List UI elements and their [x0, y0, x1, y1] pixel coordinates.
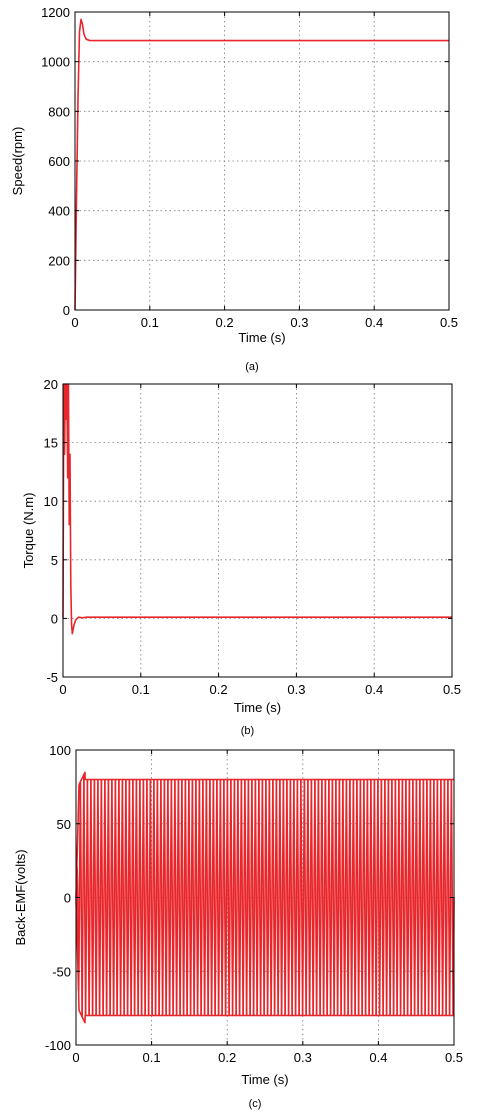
y-axis-label: Torque (N.m)	[21, 493, 36, 569]
y-axis-label: Back-EMF(volts)	[13, 849, 28, 945]
x-tick-label: 0.5	[440, 315, 458, 330]
x-tick-label: 0.3	[294, 1050, 312, 1065]
y-tick-label: -5	[46, 670, 58, 685]
y-tick-label: -50	[52, 964, 71, 979]
y-tick-label: 5	[51, 553, 58, 568]
series-line-2	[75, 773, 455, 1017]
x-tick-label: 0.1	[132, 682, 150, 697]
y-tick-label: 1000	[41, 55, 70, 70]
series-line-1	[75, 771, 455, 1018]
y-tick-label: 20	[44, 377, 58, 392]
x-tick-label: 0.3	[290, 315, 308, 330]
x-tick-label: 0.1	[141, 315, 159, 330]
x-tick-label: 0.4	[365, 682, 383, 697]
x-tick-label: 0.2	[218, 1050, 236, 1065]
panel-caption: (c)	[249, 1098, 262, 1110]
x-tick-label: 0.3	[287, 682, 305, 697]
y-tick-label: 0	[64, 891, 71, 906]
y-axis-label: Speed(rpm)	[10, 127, 25, 196]
series-line-0	[74, 18, 449, 311]
y-tick-label: 200	[48, 253, 70, 268]
x-tick-label: 0.2	[210, 682, 228, 697]
plot-frame	[62, 383, 453, 678]
x-axis-label: Time (s)	[241, 1072, 288, 1087]
y-tick-label: 600	[48, 154, 70, 169]
y-tick-label: -100	[45, 1038, 71, 1053]
x-axis-label: Time (s)	[234, 700, 281, 715]
x-tick-label: 0.5	[445, 1050, 463, 1065]
y-tick-label: 800	[48, 104, 70, 119]
series-line-0	[75, 778, 455, 1024]
y-tick-label: 15	[44, 436, 58, 451]
chart-panel-2: 0 0.1 0.2 0.3 0.4 0.5 -100 -50 0 50 100 Time (s) Bac…	[13, 743, 463, 1110]
x-tick-label: 0.4	[365, 315, 383, 330]
x-tick-label: 0.4	[369, 1050, 387, 1065]
panel-caption: (a)	[245, 361, 258, 373]
x-tick-label: 0	[72, 1050, 79, 1065]
x-tick-label: 0	[71, 315, 78, 330]
x-tick-label: 0.2	[216, 315, 234, 330]
series-line-0	[62, 383, 452, 635]
y-tick-label: 100	[49, 743, 71, 758]
y-tick-label: 0	[51, 611, 58, 626]
y-tick-label: 10	[44, 494, 58, 509]
x-tick-label: 0	[59, 682, 66, 697]
x-tick-label: 0.1	[143, 1050, 161, 1065]
chart-panel-0: 0 0.1 0.2 0.3 0.4 0.5 0 200 400 600 800 1000 1200 Tim…	[10, 5, 458, 373]
y-tick-label: 1200	[41, 5, 70, 20]
panel-caption: (b)	[241, 725, 254, 737]
y-tick-label: 50	[57, 817, 71, 832]
plot-frame	[74, 11, 450, 311]
y-tick-label: 0	[63, 303, 70, 318]
y-tick-label: 400	[48, 204, 70, 219]
x-tick-label: 0.5	[443, 682, 461, 697]
x-axis-label: Time (s)	[238, 330, 285, 345]
